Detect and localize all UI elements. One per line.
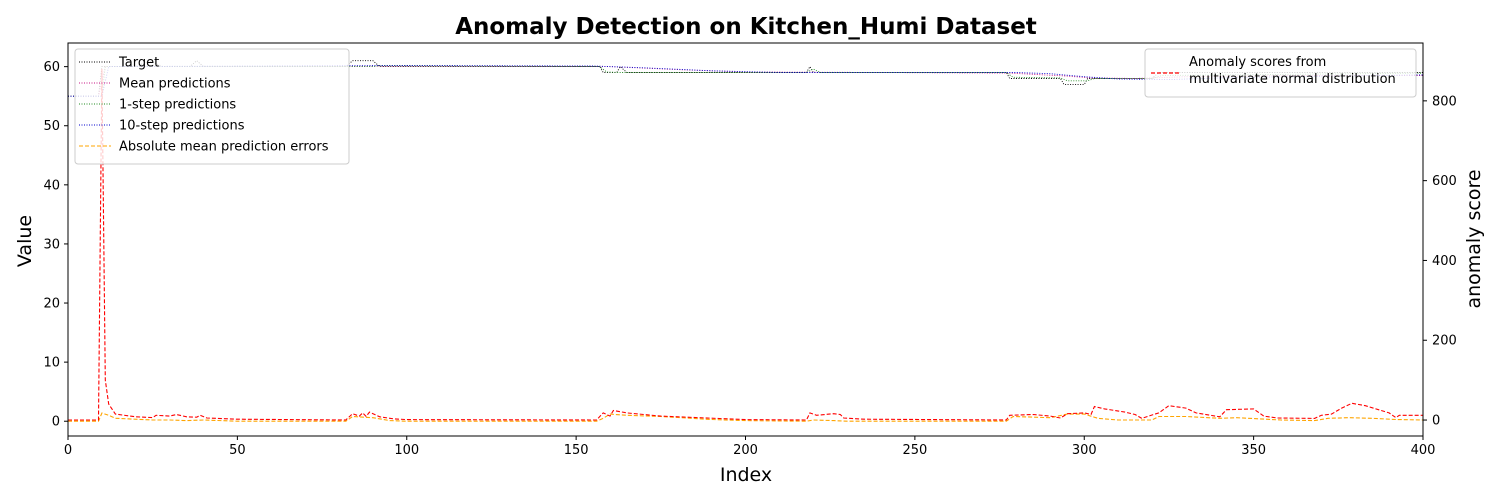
x-tick-label: 0	[64, 443, 72, 458]
y-tick-label: 40	[43, 178, 60, 193]
y2-tick-label: 0	[1432, 414, 1440, 429]
x-tick-label: 300	[1072, 443, 1097, 458]
y2-axis-label: anomaly score	[1463, 169, 1485, 308]
x-tick-label: 100	[394, 443, 419, 458]
legend-left-box	[74, 48, 350, 165]
legend-right: Anomaly scores from multivariate normal d…	[1144, 48, 1417, 98]
y-tick-label: 50	[43, 119, 60, 134]
x-tick-label: 50	[229, 443, 246, 458]
legend-label-1-step-predictions: 1-step predictions	[119, 98, 236, 113]
x-tick-label: 200	[733, 443, 758, 458]
y2-tick-label: 600	[1432, 174, 1457, 189]
legend-left: Target Mean predictions 1-step predictions…	[74, 48, 350, 165]
series-line-absolute-mean-prediction-errors	[68, 412, 1424, 422]
x-tick-label: 150	[564, 443, 589, 458]
y2-tick-label: 400	[1432, 254, 1457, 269]
x-tick-label: 350	[1241, 443, 1266, 458]
legend-label-line: multivariate normal distribution	[1189, 72, 1396, 87]
y-tick-label: 10	[43, 356, 60, 371]
chart-title: Anomaly Detection on Kitchen_Humi Datase…	[455, 14, 1037, 40]
y-axis-label: Value	[14, 215, 36, 267]
x-tick-label: 400	[1411, 443, 1436, 458]
y-tick-label: 60	[43, 60, 60, 75]
y-tick-label: 30	[43, 237, 60, 252]
y2-tick-label: 800	[1432, 94, 1457, 109]
series-line-anomaly-scores-from-multivariate-normal-distribution	[68, 68, 1423, 421]
legend-label-absolute-mean-prediction-errors: Absolute mean prediction errors	[119, 140, 329, 155]
y2-tick-label: 200	[1432, 334, 1457, 349]
legend-label-10-step-predictions: 10-step predictions	[119, 119, 245, 134]
x-axis-label: Index	[720, 464, 772, 486]
x-tick-label: 250	[902, 443, 927, 458]
series-line-1-step-predictions	[68, 65, 1424, 97]
y-tick-label: 20	[43, 297, 60, 312]
axes: 0 50 100 150 200 250 300 350 4000102030405060020…	[43, 42, 1457, 458]
legend-right-box	[1144, 48, 1417, 98]
y-tick-label: 0	[52, 415, 60, 430]
legend-label-mean-predictions: Mean predictions	[119, 77, 231, 92]
legend-label-target: Target	[118, 56, 159, 71]
legend-label-line: Anomaly scores from	[1189, 55, 1326, 70]
